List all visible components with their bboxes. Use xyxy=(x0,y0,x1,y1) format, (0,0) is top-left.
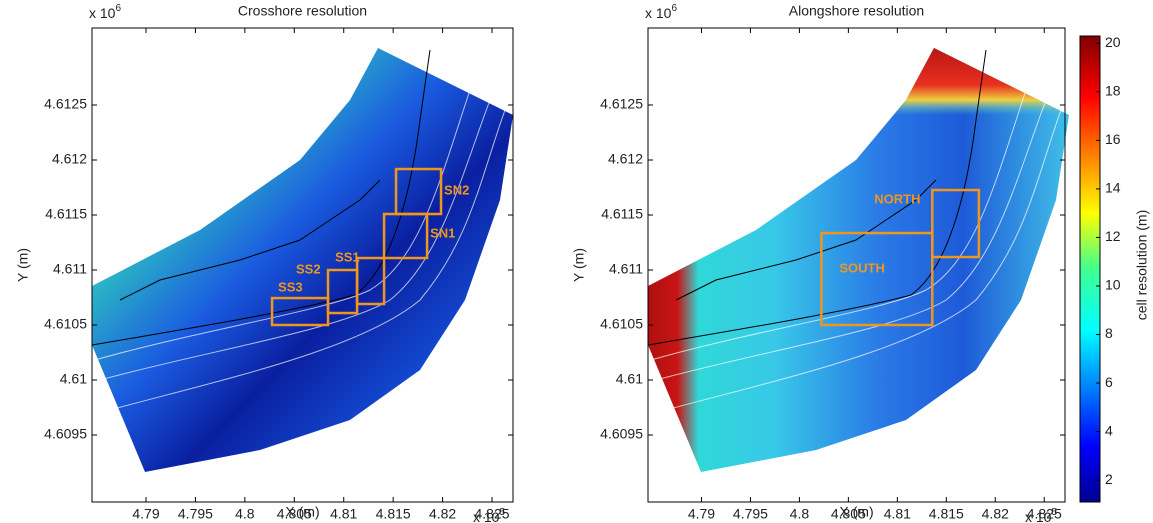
chart-title: Alongshore resolution xyxy=(789,3,924,19)
colorbar-tick-label: 12 xyxy=(1105,228,1121,244)
x-tick-label: 4.81 xyxy=(884,506,911,522)
multiplier-exponent: 5 xyxy=(499,507,505,518)
colorbar-tick-label: 6 xyxy=(1105,374,1113,390)
colorbar-tick-label: 20 xyxy=(1105,34,1121,50)
y-tick-label: 4.6105 xyxy=(600,316,643,332)
y-tick-label: 4.612 xyxy=(608,151,643,167)
x-tick-label: 4.825 xyxy=(1027,506,1062,522)
y-tick-label: 4.611 xyxy=(609,261,643,277)
coastline xyxy=(91,49,987,346)
y-tick-label: 4.6095 xyxy=(44,426,87,442)
x-tick-label: 4.79 xyxy=(688,506,715,522)
colorbar-tick-label: 4 xyxy=(1105,422,1113,438)
x-tick-label: 4.8 xyxy=(790,506,810,522)
y-axis-label: Y (m) xyxy=(571,248,587,282)
x-tick-label: 4.82 xyxy=(982,506,1009,522)
y-tick-label: 4.6095 xyxy=(600,426,643,442)
x-tick-label: 4.79 xyxy=(132,506,159,522)
x-tick-label: 4.815 xyxy=(929,506,964,522)
colorbar-tick-label: 18 xyxy=(1105,83,1121,99)
colorbar-tick-label: 8 xyxy=(1105,325,1113,341)
y-tick-label: 4.61 xyxy=(60,371,87,387)
multiplier-base: x 10 xyxy=(1025,509,1052,523)
axis-multiplier: x 106 xyxy=(89,3,121,21)
multiplier-exponent: 6 xyxy=(671,3,677,14)
x-axis-label: X (m) xyxy=(839,504,873,520)
region-label: SOUTH xyxy=(839,260,885,275)
y-axis-label: Y (m) xyxy=(15,248,31,282)
multiplier-base: x 10 xyxy=(473,509,500,523)
region-label: SS1 xyxy=(335,249,360,264)
region-box xyxy=(931,188,981,259)
multiplier-exponent: 5 xyxy=(1051,507,1057,518)
y-tick-label: 4.612 xyxy=(52,151,87,167)
colorbar-tick-label: 10 xyxy=(1105,277,1121,293)
y-tick-label: 4.61 xyxy=(616,371,643,387)
region-box xyxy=(394,167,443,216)
field-edge xyxy=(880,48,1069,115)
multiplier-base: x 10 xyxy=(89,5,116,21)
y-tick-label: 4.6125 xyxy=(44,96,87,112)
region-label: SN2 xyxy=(444,182,469,197)
axis-multiplier: x 106 xyxy=(645,3,677,21)
field xyxy=(648,48,1069,472)
multiplier-base: x 10 xyxy=(645,5,672,21)
region-box xyxy=(355,256,386,306)
region-label: SS3 xyxy=(278,279,303,294)
contours xyxy=(94,89,1062,411)
x-tick-label: 4.805 xyxy=(277,506,312,522)
chart-title: Crosshore resolution xyxy=(238,3,367,19)
region-label: SN1 xyxy=(430,225,455,240)
colorbar-tick-label: 2 xyxy=(1105,471,1113,487)
y-tick-label: 4.6115 xyxy=(45,206,87,222)
colorbar-tick-label: 16 xyxy=(1105,131,1121,147)
x-tick-label: 4.795 xyxy=(178,506,213,522)
region-label: NORTH xyxy=(874,191,920,206)
region-label: SS2 xyxy=(296,261,321,276)
frame xyxy=(647,27,1066,503)
x-tick-label: 4.815 xyxy=(376,506,411,522)
x-tick-label: 4.825 xyxy=(475,506,510,522)
x-axis-label: X (m) xyxy=(285,504,319,520)
y-tick-label: 4.6105 xyxy=(44,316,87,332)
axis-multiplier: x 105 xyxy=(473,507,505,523)
y-tick-label: 4.6115 xyxy=(601,206,643,222)
y-tick-label: 4.611 xyxy=(53,261,87,277)
colorbar-label: cell resolution (m) xyxy=(1134,210,1150,320)
x-tick-label: 4.82 xyxy=(429,506,456,522)
x-tick-label: 4.8 xyxy=(235,506,255,522)
y-tick-label: 4.6125 xyxy=(600,96,643,112)
field xyxy=(92,48,513,472)
x-tick-label: 4.805 xyxy=(831,506,866,522)
x-tick-label: 4.795 xyxy=(733,506,768,522)
x-tick-label: 4.81 xyxy=(330,506,357,522)
axis-multiplier: x 105 xyxy=(1025,507,1057,523)
frame xyxy=(91,27,514,503)
colorbar xyxy=(1079,35,1101,503)
multiplier-exponent: 6 xyxy=(115,3,121,14)
colorbar-tick-label: 14 xyxy=(1105,180,1121,196)
region-box xyxy=(820,231,934,327)
